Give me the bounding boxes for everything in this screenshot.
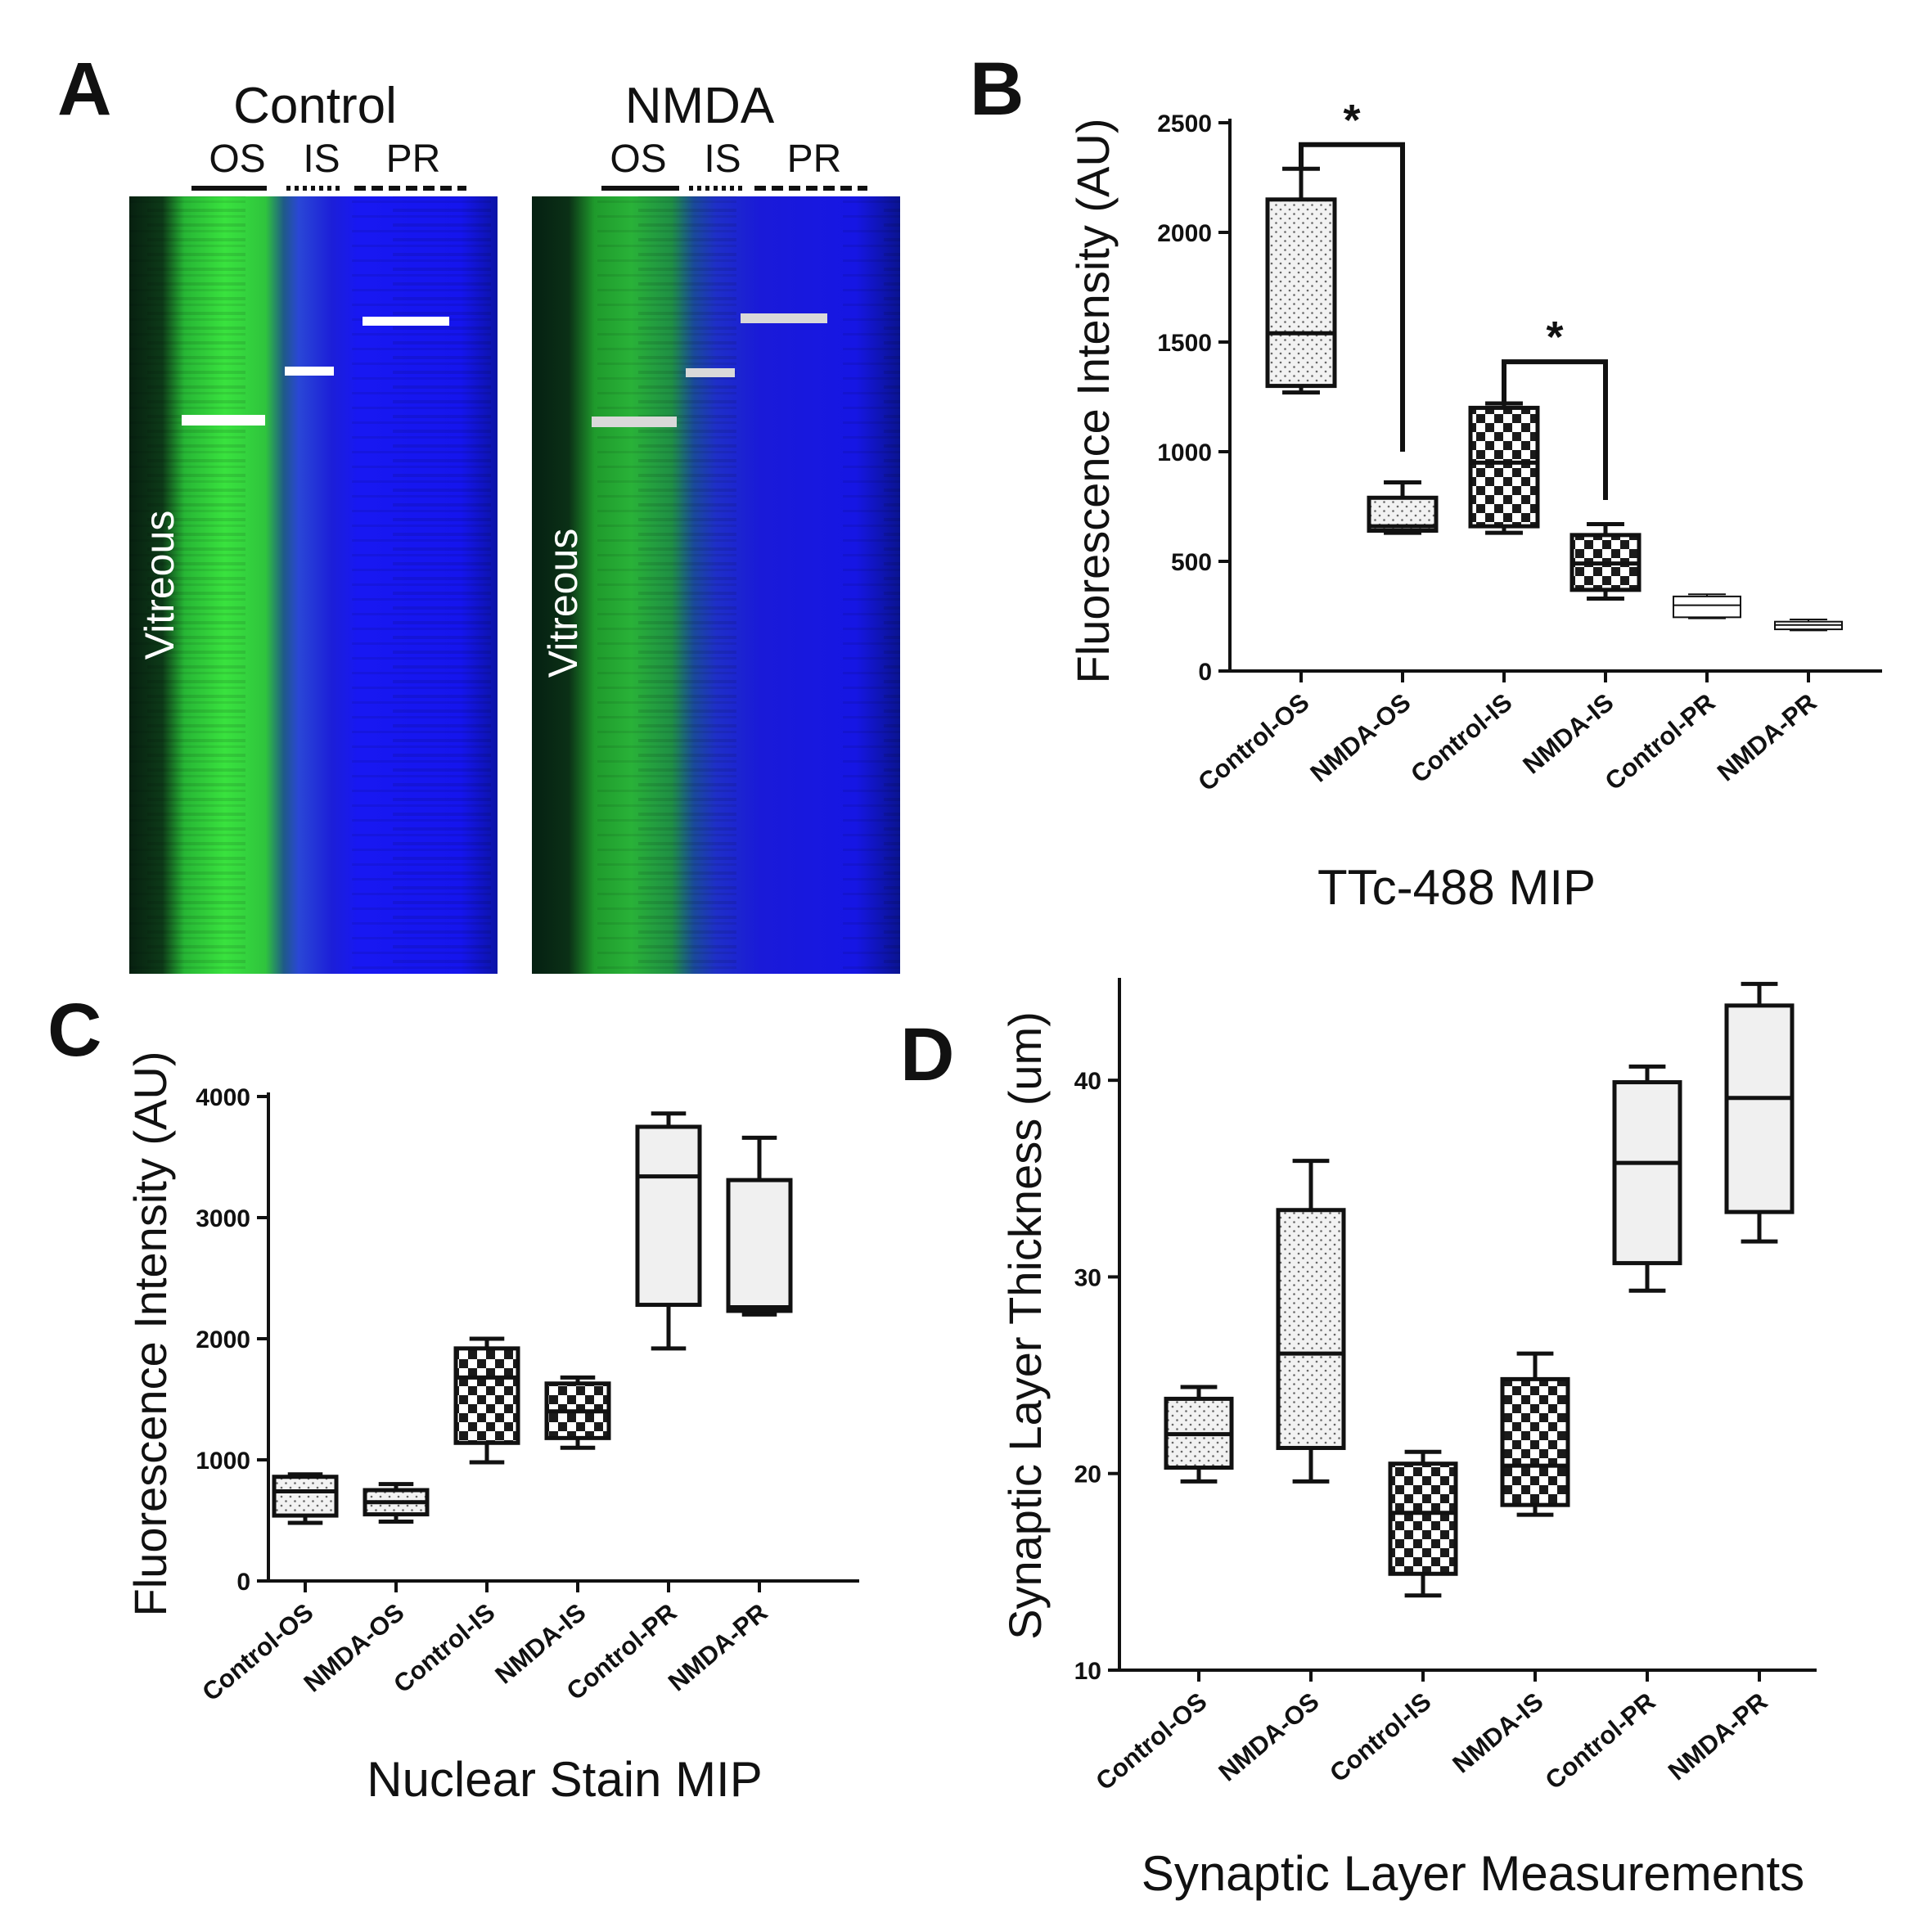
panel-a: A Control OS IS PR Vitreous NMDA OS IS P… xyxy=(57,47,900,974)
nmda-vitreous-label: Vitreous xyxy=(540,529,586,678)
box-body xyxy=(1612,1080,1682,1266)
y-tick-label: 1500 xyxy=(1157,330,1212,357)
x-tick-label: Control-IS xyxy=(1405,688,1517,789)
box-body xyxy=(1500,1376,1570,1507)
box-body xyxy=(453,1346,520,1445)
x-tick-label: Control-PR xyxy=(1540,1687,1661,1795)
box-body xyxy=(1673,595,1741,619)
box-control-os xyxy=(272,1472,339,1525)
box-nmda-os xyxy=(1276,1159,1346,1484)
panel-letter: D xyxy=(900,1013,954,1097)
box-nmda-pr xyxy=(726,1135,793,1317)
significance-star: * xyxy=(1546,313,1563,362)
box-nmda-is xyxy=(544,1375,611,1450)
x-tick-label: Control-IS xyxy=(388,1598,500,1699)
box-body xyxy=(1265,197,1337,389)
box-control-pr xyxy=(635,1111,702,1351)
box-nmda-is xyxy=(1569,521,1642,601)
panel-letter: C xyxy=(47,989,101,1072)
box-nmda-pr xyxy=(1724,981,1795,1244)
nmda-os-marker xyxy=(592,417,677,427)
panel-a-letter: A xyxy=(57,47,111,131)
x-tick-label: NMDA-PR xyxy=(1663,1687,1773,1786)
box-body xyxy=(272,1475,339,1518)
control-pr-label: PR xyxy=(386,137,441,181)
y-tick-label: 2500 xyxy=(1157,110,1212,137)
y-tick-label: 30 xyxy=(1074,1264,1101,1291)
control-is-label: IS xyxy=(303,137,340,181)
y-tick-label: 0 xyxy=(236,1569,250,1596)
control-os-marker xyxy=(182,415,265,426)
box-nmda-pr xyxy=(1774,619,1843,632)
box-control-os xyxy=(1164,1385,1234,1484)
panel-letter: B xyxy=(970,47,1024,131)
box-body xyxy=(1276,1208,1346,1450)
box-control-is xyxy=(1388,1449,1458,1598)
x-axis-title: Synaptic Layer Measurements xyxy=(1142,1846,1804,1901)
box-nmda-os xyxy=(363,1482,430,1524)
nmda-pr-label: PR xyxy=(787,137,842,181)
x-tick-label: Control-PR xyxy=(1600,688,1721,796)
y-tick-label: 2000 xyxy=(196,1326,250,1353)
x-tick-label: NMDA-OS xyxy=(1305,688,1416,788)
y-tick-label: 3000 xyxy=(196,1205,250,1232)
y-tick-label: 4000 xyxy=(196,1084,250,1111)
box-body xyxy=(635,1124,702,1308)
significance-star: * xyxy=(1343,96,1360,145)
y-tick-label: 500 xyxy=(1171,549,1212,576)
control-vitreous-label: Vitreous xyxy=(137,511,182,660)
nmda-is-marker xyxy=(686,368,735,377)
y-axis-title: Synaptic Layer Thickness (um) xyxy=(999,1011,1051,1640)
y-tick-label: 40 xyxy=(1074,1068,1101,1095)
x-tick-label: NMDA-OS xyxy=(1214,1687,1325,1787)
box-body xyxy=(1724,1003,1795,1214)
y-tick-label: 0 xyxy=(1198,659,1212,686)
box-control-is xyxy=(1468,401,1540,535)
nmda-image: NMDA OS IS PR Vitreous xyxy=(532,78,900,974)
y-tick-label: 2000 xyxy=(1157,220,1212,247)
y-tick-label: 1000 xyxy=(1157,439,1212,466)
nmda-micrograph-texture xyxy=(532,196,900,974)
x-tick-label: Control-IS xyxy=(1324,1687,1436,1788)
y-axis-title: Fluorescence Intensity (AU) xyxy=(124,1052,176,1617)
y-tick-label: 1000 xyxy=(196,1448,250,1475)
box-body xyxy=(1468,405,1540,529)
box-control-is xyxy=(453,1336,520,1465)
control-os-label: OS xyxy=(209,137,265,181)
x-tick-label: NMDA-IS xyxy=(1517,688,1619,780)
x-tick-label: Control-OS xyxy=(1192,688,1314,797)
x-tick-label: NMDA-PR xyxy=(1712,688,1822,787)
nmda-is-label: IS xyxy=(704,137,741,181)
x-tick-label: NMDA-IS xyxy=(1447,1687,1548,1779)
nmda-title: NMDA xyxy=(625,78,775,134)
y-tick-label: 10 xyxy=(1074,1658,1101,1685)
box-nmda-os xyxy=(1367,480,1439,535)
panel-c: C01000200030004000Control-OSNMDA-OSContr… xyxy=(47,989,859,1807)
box-control-pr xyxy=(1673,593,1741,619)
significance-bracket xyxy=(1299,142,1405,452)
x-tick-label: Control-OS xyxy=(196,1598,318,1707)
nmda-os-label: OS xyxy=(610,137,666,181)
box-body xyxy=(1388,1461,1458,1576)
control-micrograph-texture xyxy=(129,196,498,974)
x-tick-label: Control-OS xyxy=(1090,1687,1212,1796)
control-title: Control xyxy=(233,78,397,134)
nmda-pr-marker xyxy=(741,313,827,323)
panel-b: B05001000150020002500Control-OSNMDA-OSCo… xyxy=(970,47,1882,915)
x-tick-label: NMDA-PR xyxy=(663,1598,773,1697)
x-axis-title: TTc-488 MIP xyxy=(1317,860,1596,915)
y-tick-label: 20 xyxy=(1074,1461,1101,1488)
box-control-pr xyxy=(1612,1064,1682,1293)
control-pr-marker xyxy=(363,317,449,326)
control-is-marker xyxy=(285,367,334,376)
x-axis-title: Nuclear Stain MIP xyxy=(367,1752,763,1807)
box-body xyxy=(726,1178,793,1313)
y-axis-title: Fluorescence Intensity (AU) xyxy=(1067,119,1119,684)
box-control-os xyxy=(1265,166,1337,395)
control-image: Control OS IS PR Vitreous xyxy=(129,78,498,974)
box-nmda-is xyxy=(1500,1351,1570,1517)
significance-bracket xyxy=(1502,359,1608,500)
